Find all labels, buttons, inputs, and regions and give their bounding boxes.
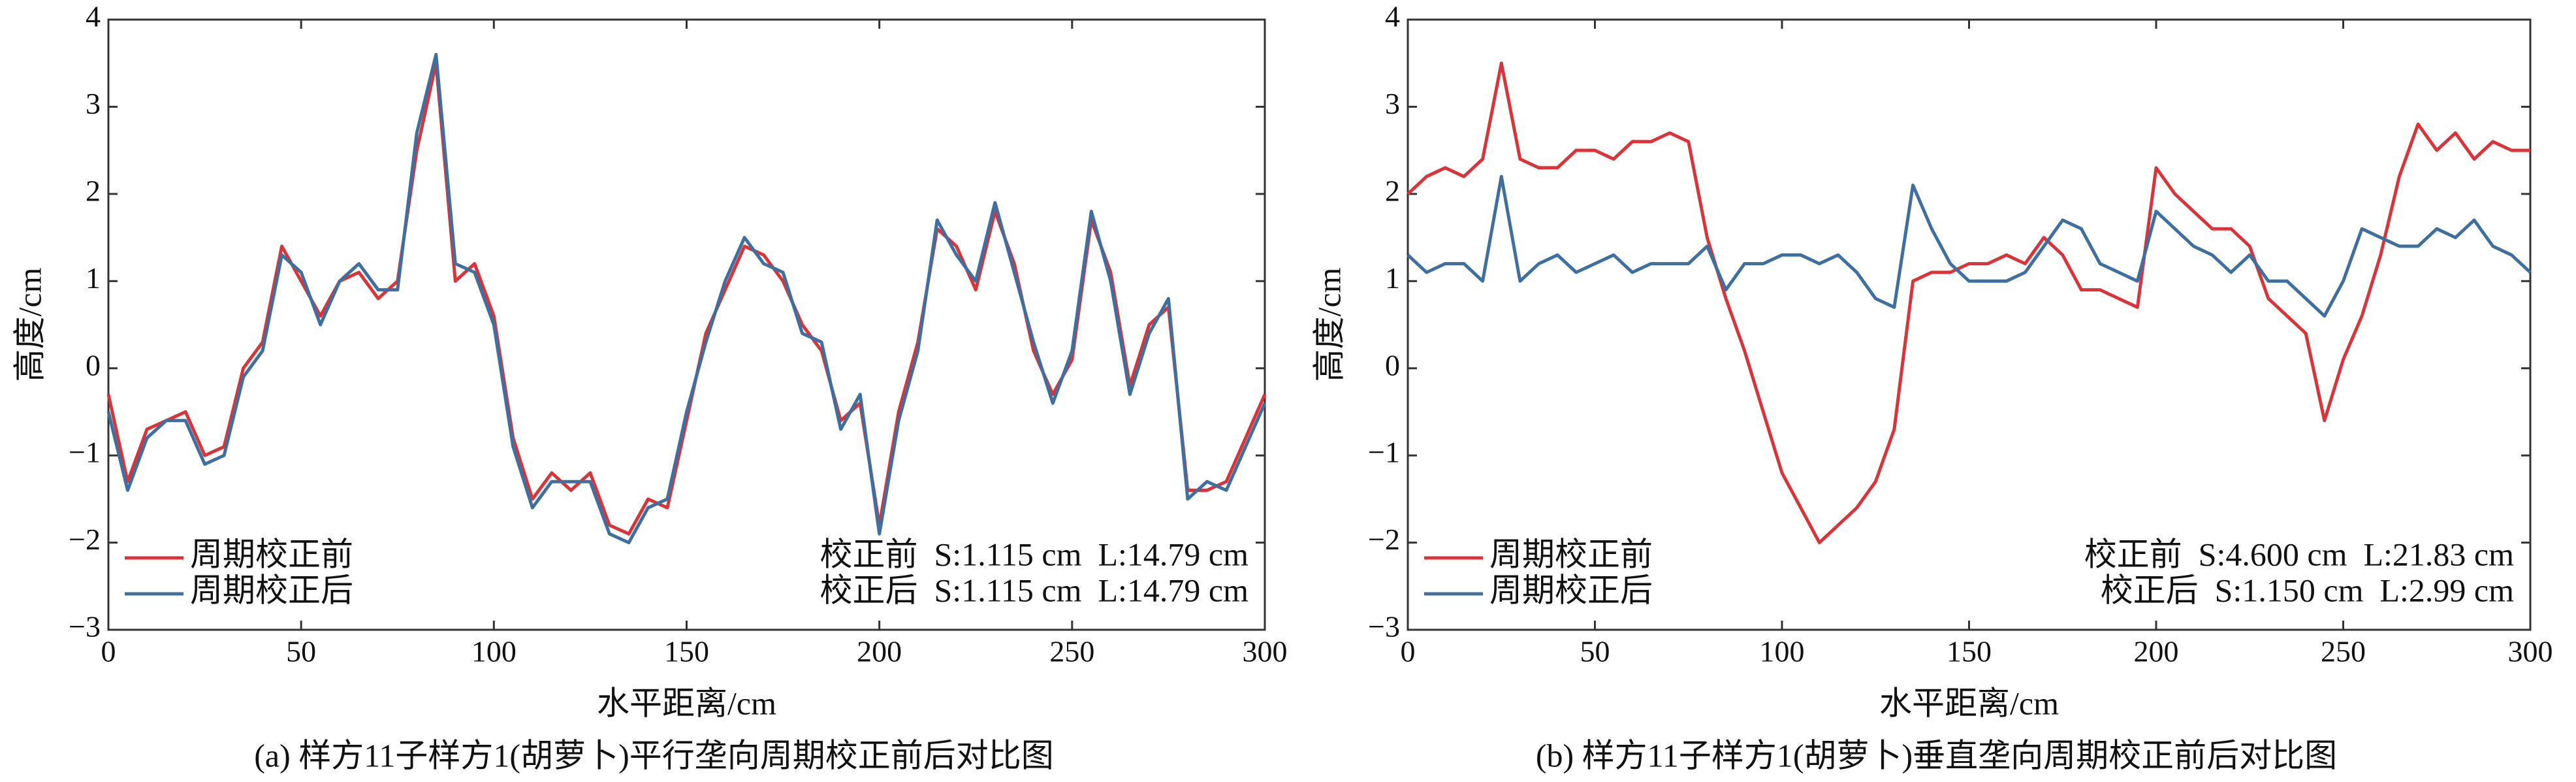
y-tick-label: 0 xyxy=(86,348,101,382)
x-tick-label: 0 xyxy=(101,635,116,668)
x-tick-label: 200 xyxy=(2134,635,2179,668)
x-tick-label: 100 xyxy=(1760,635,1805,668)
caption: (b) 样方11子样方1(胡萝卜)垂直垄向周期校正前后对比图 xyxy=(1536,737,2337,774)
data-line xyxy=(1407,174,2532,318)
data-line xyxy=(106,61,1267,536)
y-tick-label: 1 xyxy=(1385,261,1400,295)
caption: (a) 样方11子样方1(胡萝卜)平行垄向周期校正前后对比图 xyxy=(254,737,1053,774)
x-tick-label: 250 xyxy=(2321,635,2366,668)
y-tick-label: 2 xyxy=(86,174,101,207)
y-tick-label: 4 xyxy=(1385,0,1400,33)
y-tick-label: −1 xyxy=(69,436,101,469)
x-tick-label: 250 xyxy=(1049,635,1094,668)
x-tick-label: 150 xyxy=(664,635,709,668)
y-tick-label: −3 xyxy=(1368,610,1400,644)
legend-label: 周期校正前 xyxy=(1489,536,1653,572)
x-tick-label: 50 xyxy=(286,635,316,668)
x-tick-label: 300 xyxy=(2508,635,2553,668)
x-tick-label: 150 xyxy=(1947,635,1992,668)
x-axis-label: 水平距离/cm xyxy=(597,685,776,721)
annotation: 校正前 S:4.600 cm L:21.83 cm xyxy=(2084,536,2514,572)
x-tick-label: 200 xyxy=(857,635,902,668)
annotation: 校正后 S:1.115 cm L:14.79 cm xyxy=(820,572,1249,608)
legend-label: 周期校正后 xyxy=(1489,572,1653,608)
x-axis-label: 水平距离/cm xyxy=(1879,685,2059,721)
y-tick-label: −1 xyxy=(1368,436,1400,469)
data-line xyxy=(106,52,1267,545)
y-axis-label: 高度/cm xyxy=(1311,267,1347,382)
x-tick-label: 100 xyxy=(471,635,517,668)
x-tick-label: 50 xyxy=(1580,635,1610,668)
legend-label: 周期校正前 xyxy=(190,536,353,572)
data-line xyxy=(1407,61,2530,545)
legend-label: 周期校正后 xyxy=(190,572,353,608)
annotation: 校正后 S:1.150 cm L:2.99 cm xyxy=(2101,572,2514,608)
y-tick-label: 3 xyxy=(1385,87,1400,120)
x-tick-label: 0 xyxy=(1401,635,1416,668)
annotation: 校正前 S:1.115 cm L:14.79 cm xyxy=(820,536,1249,572)
y-tick-label: −2 xyxy=(1368,523,1400,556)
y-tick-label: −2 xyxy=(69,523,101,556)
y-tick-label: 0 xyxy=(1385,348,1400,382)
y-axis-label: 高度/cm xyxy=(11,267,48,382)
x-tick-label: 300 xyxy=(1243,635,1288,668)
y-tick-label: 4 xyxy=(86,0,101,33)
y-tick-label: 2 xyxy=(1385,174,1400,207)
y-tick-label: −3 xyxy=(69,610,101,644)
y-tick-label: 1 xyxy=(86,261,101,295)
y-tick-label: 3 xyxy=(86,87,101,120)
